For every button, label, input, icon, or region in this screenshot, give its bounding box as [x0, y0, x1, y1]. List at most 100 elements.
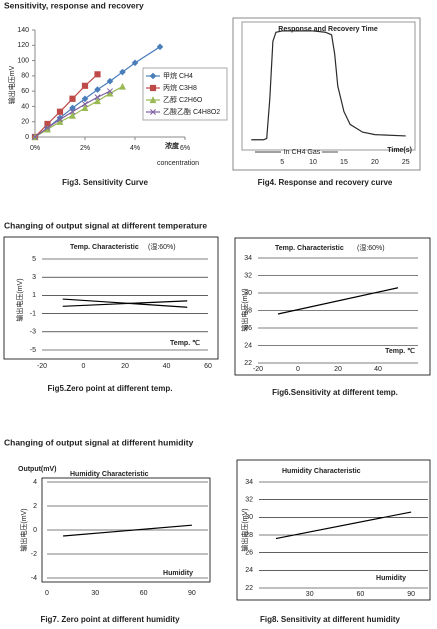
marker: [94, 94, 101, 101]
marker: [56, 108, 64, 115]
caption: Fig4. Response and recovery curve: [258, 178, 393, 187]
y-tick-label: 22: [244, 360, 252, 367]
x-tick-label: 20: [371, 159, 379, 166]
x-label: Temp. ℃: [385, 347, 415, 355]
x-label: Temp. ℃: [170, 339, 200, 347]
title: Humidity Characteristic: [282, 468, 361, 475]
y-tick-label: 24: [245, 567, 253, 574]
marker: [106, 89, 114, 97]
x-label: Time(s): [387, 147, 412, 154]
y-tick-label: 1: [32, 292, 36, 299]
marker: [106, 77, 114, 85]
y-tick-label: 5: [32, 256, 36, 263]
subtitle: (湿:60%): [148, 242, 176, 251]
marker: [149, 96, 157, 104]
y-tick-label: 26: [244, 325, 252, 332]
y-tick-label: -4: [31, 575, 37, 582]
y-tick-label: -2: [31, 551, 37, 558]
y-tick-label: 30: [245, 514, 253, 521]
marker: [149, 84, 157, 92]
y-tick-label: 32: [244, 272, 252, 279]
x-label: Humidity: [163, 570, 193, 577]
y-label: 输出电压mV: [7, 65, 16, 104]
line: [251, 30, 406, 141]
x-tick-label: 90: [188, 590, 196, 597]
x-tick-label: 25: [402, 159, 410, 166]
x-tick-label: -20: [37, 363, 47, 370]
x-tick-label: 20: [121, 363, 129, 370]
marker: [119, 68, 126, 76]
x-tick-label: 2%: [80, 145, 90, 152]
subtitle: (湿:60%): [357, 243, 385, 252]
marker: [150, 109, 156, 115]
marker: [119, 82, 126, 90]
x-label: 浓度: [165, 141, 180, 150]
caption: Fig3. Sensitivity Curve: [62, 178, 148, 187]
marker: [57, 116, 63, 123]
caption: Fig8. Sensitivity at different humidity: [260, 615, 401, 624]
y-tick-label: 4: [33, 479, 37, 486]
title: Response and Recovery Time: [278, 26, 378, 33]
y-tick-label: 32: [245, 497, 253, 504]
marker: [82, 101, 88, 108]
x-tick-label: 90: [407, 591, 415, 598]
marker: [94, 71, 101, 78]
marker: [81, 95, 89, 103]
x-tick-label: 6%: [180, 145, 190, 152]
marker: [149, 72, 157, 80]
y-title: Output(mV): [18, 466, 57, 473]
marker: [81, 104, 89, 112]
marker: [69, 108, 76, 115]
x-tick-label: 15: [340, 159, 348, 166]
y-tick-label: 30: [244, 290, 252, 297]
y-tick-label: 120: [17, 42, 29, 49]
y-tick-label: 2: [33, 503, 37, 510]
y-tick-label: 0: [25, 134, 29, 141]
y-tick-label: 60: [21, 88, 29, 95]
x-tick-label: 40: [374, 366, 382, 373]
y-tick-label: -1: [30, 310, 36, 317]
y-tick-label: 100: [17, 57, 29, 64]
legend-label: 乙酸乙酯 C4H8O2: [163, 107, 220, 116]
y-tick-label: 34: [245, 479, 253, 486]
y-tick-label: 28: [244, 307, 252, 314]
caption: Fig5.Zero point at different temp.: [48, 384, 173, 393]
x-tick-label: 10: [309, 159, 317, 166]
chart-frame: [3, 236, 219, 360]
y-tick-label: 26: [245, 550, 253, 557]
annotation: In CH4 Gas: [284, 149, 321, 156]
marker: [94, 86, 101, 93]
title: Temp. Characteristic: [275, 245, 344, 252]
marker: [56, 117, 64, 125]
marker: [81, 82, 89, 89]
chart-frame: [41, 477, 211, 583]
x-tick-label: 30: [91, 590, 99, 597]
x-tick-label: 60: [140, 590, 148, 597]
x-tick-label: 60: [357, 591, 365, 598]
marker: [44, 124, 51, 131]
line: [275, 511, 412, 540]
x-tick-label: 0: [296, 366, 300, 373]
legend-label: 甲烷 CH4: [163, 71, 193, 80]
title: Temp. Characteristic: [70, 244, 139, 251]
chart-frame: [234, 237, 431, 376]
y-tick-label: 40: [21, 103, 29, 110]
y-tick-label: 140: [17, 27, 29, 34]
x-tick-label: 0: [82, 363, 86, 370]
y-tick-label: 20: [21, 119, 29, 126]
caption: Fig6.Sensitivity at different temp.: [272, 388, 398, 397]
y-label: 输出电压(mV): [240, 508, 249, 551]
y-tick-label: 24: [244, 342, 252, 349]
x-tick-label: -20: [253, 366, 263, 373]
y-label: 输出电压(mV): [240, 288, 249, 331]
caption: Fig7. Zero point at different humidity: [40, 615, 180, 624]
chart-frame: [236, 459, 431, 601]
marker: [69, 95, 76, 102]
x-tick-label: 40: [163, 363, 171, 370]
heading: Changing of output signal at different h…: [4, 437, 194, 447]
y-tick-label: 0: [33, 527, 37, 534]
line: [63, 524, 192, 537]
line: [277, 287, 399, 315]
heading: Sensitivity, response and recovery: [4, 0, 144, 10]
